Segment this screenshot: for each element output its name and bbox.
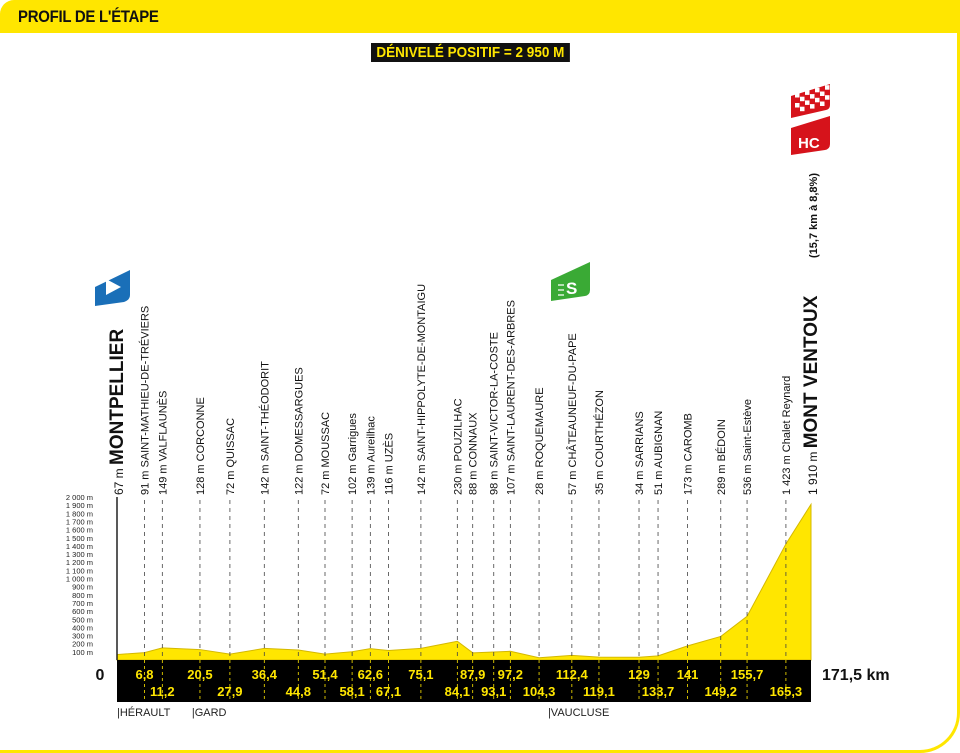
waypoint-label: 28 m ROQUEMAURE (534, 387, 546, 495)
waypoint-label: 149 m VALFLAUNÈS (156, 391, 169, 495)
km-label: 141 (677, 667, 699, 682)
waypoint-label: 139 m Aureilhac (365, 416, 377, 495)
y-tick-label: 800 m (72, 591, 93, 600)
km-label: 119,1 (583, 684, 615, 699)
y-tick-label: 2 000 m (66, 493, 93, 502)
waypoint-label: 173 m CAROMB (683, 413, 695, 495)
y-tick-label: 1 600 m (66, 526, 93, 535)
waypoint-label: 88 m CONNAUX (468, 412, 480, 495)
y-tick-label: 1 800 m (66, 509, 93, 518)
y-tick-label: 500 m (72, 615, 93, 624)
waypoint-label: 51 m AUBIGNAN (653, 411, 665, 495)
waypoint-label: 142 m SAINT-HIPPOLYTE-DE-MONTAIGU (416, 284, 428, 495)
x-start-label: 0 (96, 667, 105, 684)
intermediate-sprint-icon: S (551, 262, 590, 301)
y-tick-label: 100 m (72, 648, 93, 657)
y-tick-label: 700 m (72, 599, 93, 608)
km-label: 97,2 (498, 667, 523, 682)
hc-climb-category-icon (791, 116, 830, 155)
waypoint-label: 72 m MOUSSAC (320, 412, 332, 495)
region-label: |HÉRAULT (117, 706, 171, 719)
y-tick-label: 400 m (72, 623, 93, 632)
elevation-gain-badge: DÉNIVELÉ POSITIF = 2 950 M (371, 43, 570, 62)
waypoint-label: 230 m POUZILHAC (452, 398, 464, 495)
km-label: 6,8 (135, 667, 153, 682)
km-label: 149,2 (704, 684, 737, 699)
waypoint-label: 72 m QUISSAC (225, 418, 237, 495)
km-label: 11,2 (150, 684, 175, 699)
km-label: 51,4 (312, 667, 338, 682)
km-label: 84,1 (445, 684, 470, 699)
y-tick-label: 300 m (72, 632, 93, 641)
km-label: 155,7 (731, 667, 764, 682)
y-tick-label: 1 000 m (66, 575, 93, 584)
waypoint-label: 57 m CHÂTEAUNEUF-DU-PAPE (566, 333, 579, 495)
region-label: |GARD (192, 707, 227, 719)
km-label: 112,4 (556, 667, 589, 682)
climb-category-label: HC (798, 135, 820, 152)
km-label: 75,1 (408, 667, 433, 682)
page-title: PROFIL DE L'ÉTAPE (18, 7, 159, 26)
region-label: |VAUCLUSE (548, 707, 609, 719)
waypoint-label: 67 m MONTPELLIER (107, 329, 128, 495)
waypoint-label: 116 m UZÈS (383, 433, 396, 495)
km-label: 44,8 (286, 684, 311, 699)
km-label: 36,4 (252, 667, 278, 682)
waypoint-label: 289 m BÉDOIN (715, 419, 728, 495)
header-bar: PROFIL DE L'ÉTAPE (0, 0, 960, 33)
km-label: 165,3 (770, 684, 803, 699)
waypoint-label: 1 423 m Chalet Reynard (781, 376, 793, 495)
finish-checkered-flag-icon (791, 84, 830, 118)
waypoint-label: 128 m CORCONNE (195, 397, 207, 495)
start-flag-icon (95, 270, 130, 306)
waypoint-label: 35 m COURTHÉZON (593, 390, 606, 495)
waypoint-label: 142 m SAINT-THÉODORIT (258, 361, 271, 495)
km-label: 93,1 (481, 684, 506, 699)
y-tick-label: 1 700 m (66, 517, 93, 526)
waypoint-label: 1 910 m MONT VENTOUX (801, 295, 822, 495)
km-label: 129 (628, 667, 650, 682)
km-label: 67,1 (376, 684, 401, 699)
waypoint-label: 122 m DOMESSARGUES (293, 367, 305, 495)
waypoint-label: 102 m Garrigues (347, 413, 359, 495)
waypoint-label: 98 m SAINT-VICTOR-LA-COSTE (489, 332, 501, 495)
y-tick-label: 900 m (72, 583, 93, 592)
y-tick-label: 1 900 m (66, 501, 93, 510)
profile-area (116, 502, 812, 661)
waypoint-label: 107 m SAINT-LAURENT-DES-ARBRES (505, 300, 517, 495)
y-tick-label: 1 400 m (66, 542, 93, 551)
waypoint-label: 536 m Saint-Estève (742, 399, 754, 495)
x-end-label: 171,5 km (822, 667, 890, 684)
km-label: 62,6 (358, 667, 383, 682)
y-tick-label: 1 500 m (66, 534, 93, 543)
km-label: 58,1 (339, 684, 364, 699)
svg-text:S: S (566, 279, 577, 298)
y-tick-label: 600 m (72, 607, 93, 616)
waypoint-label: 34 m SARRIANS (634, 411, 646, 495)
km-label: 20,5 (187, 667, 212, 682)
y-tick-label: 200 m (72, 640, 93, 649)
km-label: 27,9 (217, 684, 242, 699)
km-band (117, 660, 811, 702)
km-label: 133,7 (642, 684, 675, 699)
km-label: 104,3 (523, 684, 556, 699)
climb-detail: (15,7 km à 8,8%) (808, 173, 820, 258)
y-tick-label: 1 200 m (66, 558, 93, 567)
waypoint-label: 91 m SAINT-MATHIEU-DE-TRÉVIERS (139, 306, 152, 495)
y-tick-label: 1 300 m (66, 550, 93, 559)
y-tick-label: 1 100 m (66, 566, 93, 575)
km-label: 87,9 (460, 667, 485, 682)
